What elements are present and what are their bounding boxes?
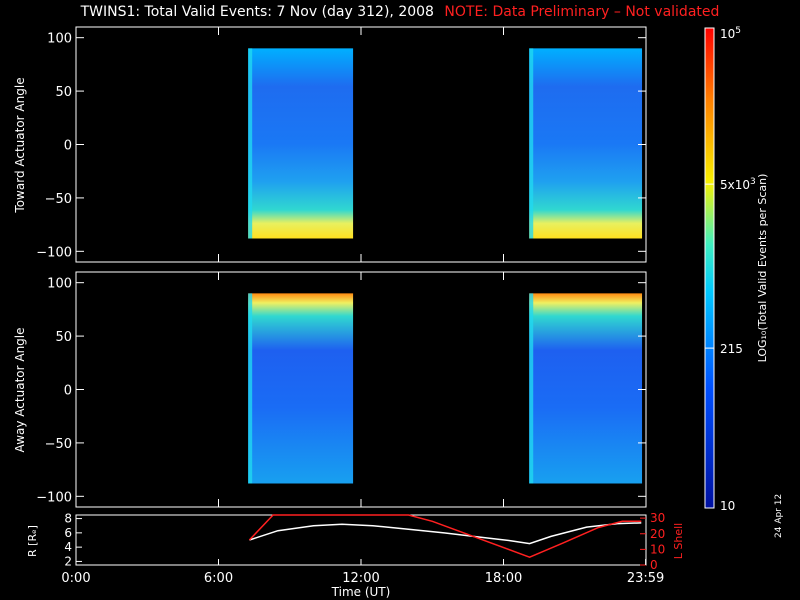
orbit-right-tick-label: 20 [650, 527, 665, 541]
orbit-right-ylabel: L Shell [672, 523, 685, 559]
away-data-block-1 [248, 293, 354, 484]
away-ylabel: Away Actuator Angle [13, 327, 27, 452]
away-edge-stripe-2 [529, 293, 534, 484]
toward-edge-stripe-1 [248, 48, 253, 239]
chart-title: TWINS1: Total Valid Events: 7 Nov (day 3… [0, 4, 800, 20]
toward-ytick-label: 0 [64, 139, 72, 154]
toward-ytick-label: −100 [36, 245, 72, 260]
date-stamp: 24 Apr 12 [774, 493, 784, 538]
time-tick-label: 12:00 [342, 571, 379, 586]
toward-edge-stripe-2 [529, 48, 534, 239]
orbit-left-tick-label: 4 [64, 540, 72, 554]
orbit-right-tick-label: 0 [650, 558, 658, 572]
toward-ytick-label: 100 [47, 32, 72, 47]
colorbar-tick-label: 5x103 [720, 177, 756, 192]
away-ytick-label: 0 [64, 384, 72, 399]
orbit-left-ylabel: R [Rₑ] [26, 525, 39, 557]
orbit-right-tick-label: 30 [650, 511, 665, 525]
title-note: NOTE: Data Preliminary – Not validated [444, 4, 720, 20]
away-ytick-label: −50 [45, 437, 72, 452]
away-edge-stripe-1 [248, 293, 253, 484]
orbit-left-tick-label: 6 [64, 526, 72, 540]
away-ytick-label: −100 [36, 490, 72, 505]
colorbar-label: LOG₁₀(Total Valid Events per Scan) [756, 174, 769, 363]
toward-ylabel: Toward Actuator Angle [13, 77, 27, 213]
toward-ytick-label: −50 [45, 192, 72, 207]
colorbar [704, 27, 715, 509]
title-main: TWINS1: Total Valid Events: 7 Nov (day 3… [80, 4, 434, 20]
r-series-line [249, 522, 642, 545]
colorbar-tick-label: 10 [720, 499, 735, 513]
orbit-right-tick-label: 10 [650, 542, 665, 556]
colorbar-tick-label: 105 [720, 26, 741, 41]
colorbar-tick-label: 215 [720, 342, 743, 356]
away-data-block-2 [529, 293, 643, 484]
away-ytick-label: 100 [47, 277, 72, 292]
toward-data-block-1 [248, 48, 354, 239]
toward-ytick-label: 50 [55, 85, 72, 100]
time-tick-label: 6:00 [204, 571, 233, 586]
time-tick-label: 23:59 [627, 571, 664, 586]
orbit-left-tick-label: 2 [64, 554, 72, 568]
time-tick-label: 0:00 [61, 571, 90, 586]
time-tick-label: 18:00 [485, 571, 522, 586]
time-xlabel: Time (UT) [331, 585, 391, 599]
lshell-series-line [248, 514, 642, 559]
toward-data-block-2 [529, 48, 643, 239]
orbit-panel-frame [75, 514, 647, 566]
orbit-left-tick-label: 8 [64, 512, 72, 526]
away-ytick-label: 50 [55, 330, 72, 345]
